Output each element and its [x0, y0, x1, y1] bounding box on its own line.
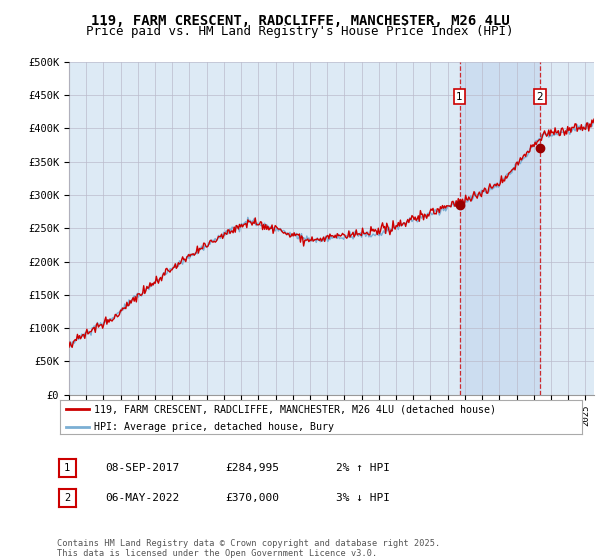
Text: 2% ↑ HPI: 2% ↑ HPI: [336, 463, 390, 473]
Bar: [460, 62, 540, 395]
Text: 08-SEP-2017: 08-SEP-2017: [105, 463, 179, 473]
Text: 119, FARM CRESCENT, RADCLIFFE, MANCHESTER, M26 4LU (detached house): 119, FARM CRESCENT, RADCLIFFE, MANCHESTE…: [94, 404, 496, 414]
Text: 3% ↓ HPI: 3% ↓ HPI: [336, 493, 390, 503]
Text: Contains HM Land Registry data © Crown copyright and database right 2025.
This d: Contains HM Land Registry data © Crown c…: [57, 539, 440, 558]
Text: 119, FARM CRESCENT, RADCLIFFE, MANCHESTER, M26 4LU: 119, FARM CRESCENT, RADCLIFFE, MANCHESTE…: [91, 14, 509, 28]
Text: 06-MAY-2022: 06-MAY-2022: [105, 493, 179, 503]
Text: 1: 1: [456, 92, 463, 101]
Text: 2: 2: [536, 92, 543, 101]
Text: 1: 1: [64, 463, 70, 473]
Text: £370,000: £370,000: [225, 493, 279, 503]
Text: HPI: Average price, detached house, Bury: HPI: Average price, detached house, Bury: [94, 422, 334, 432]
Text: £284,995: £284,995: [225, 463, 279, 473]
Text: Price paid vs. HM Land Registry's House Price Index (HPI): Price paid vs. HM Land Registry's House …: [86, 25, 514, 38]
Text: 2: 2: [64, 493, 70, 503]
